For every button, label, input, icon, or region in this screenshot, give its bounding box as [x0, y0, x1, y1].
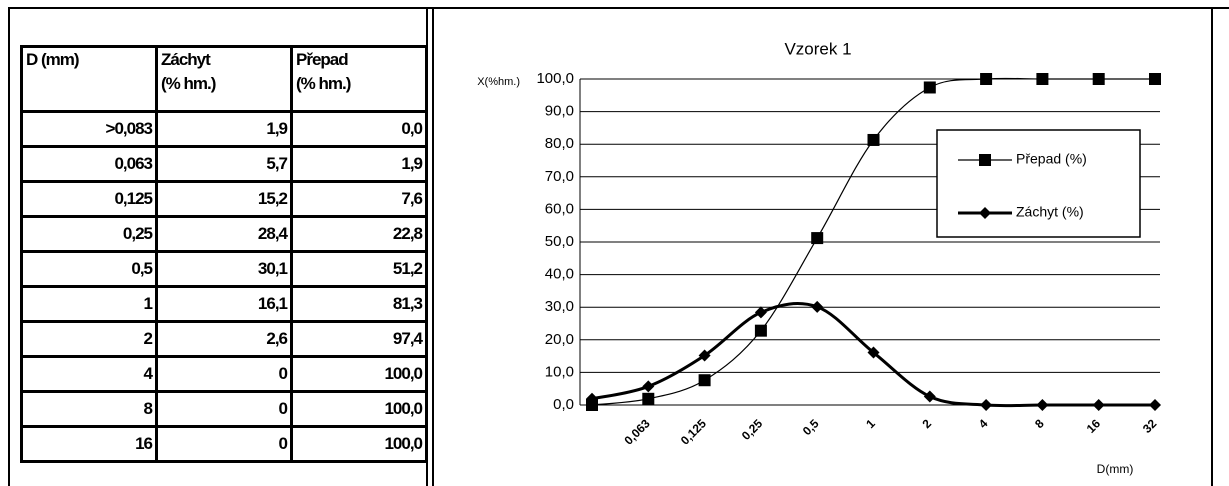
marker — [642, 380, 655, 393]
x-tick-label: 8 — [1032, 416, 1047, 431]
marker — [1036, 399, 1049, 411]
table-cell: 81,3 — [290, 285, 428, 323]
table-cell: 97,4 — [290, 320, 428, 358]
marker — [586, 399, 598, 411]
x-tick-label: 4 — [976, 416, 991, 431]
table-row: 0,5 30,1 51,2 — [20, 250, 428, 288]
marker — [1149, 73, 1161, 85]
legend-label: Záchyt (%) — [1016, 204, 1084, 220]
x-tick-label: 0,25 — [739, 416, 766, 443]
table-cell: 2 — [20, 320, 158, 358]
table-cell: 1,9 — [155, 110, 293, 148]
y-axis-label: X(%hm.) — [477, 76, 520, 88]
marker — [923, 81, 936, 94]
legend-label: Přepad (%) — [1016, 151, 1087, 167]
table-cell: 100,0 — [290, 425, 428, 463]
table-cell: 0,0 — [290, 110, 428, 148]
marker — [811, 300, 824, 313]
table-cell: 15,2 — [155, 180, 293, 218]
marker — [642, 392, 655, 405]
x-tick-label: 32 — [1140, 416, 1160, 436]
line — [591, 77, 1155, 406]
marker — [698, 374, 711, 387]
marker — [867, 346, 880, 359]
table-cell: 1,9 — [290, 145, 428, 183]
table-cell: 30,1 — [155, 250, 293, 288]
y-tick-label: 50,0 — [545, 233, 574, 250]
table-cell: 0 — [155, 355, 293, 393]
y-tick-label: 60,0 — [545, 200, 574, 217]
table-cell: >0,083 — [20, 110, 158, 148]
x-tick-label: 0,125 — [678, 416, 709, 447]
x-tick-label: 0,5 — [800, 416, 822, 438]
table-cell: 0,5 — [20, 250, 158, 288]
marker — [1036, 73, 1049, 85]
table-row: 1 16,1 81,3 — [20, 285, 428, 323]
table-row: 0,25 28,4 22,8 — [20, 215, 428, 253]
legend-marker — [979, 154, 991, 166]
marker — [754, 306, 767, 319]
y-tick-label: 20,0 — [545, 331, 574, 348]
table-cell: 100,0 — [290, 355, 428, 393]
table-row: >0,083 1,9 0,0 — [20, 110, 428, 148]
table-cell: 2,6 — [155, 320, 293, 358]
table-cell: 1 — [20, 285, 158, 323]
table-cell: 16,1 — [155, 285, 293, 323]
y-tick-label: 80,0 — [545, 135, 574, 152]
table-cell: 0 — [155, 390, 293, 428]
table-row: 0,063 5,7 1,9 — [20, 145, 428, 183]
table-row: D (mm) Záchyt (% hm.) Přepad (% hm.) — [20, 45, 428, 113]
x-axis-label: D(mm) — [1097, 462, 1134, 476]
chart-title: Vzorek 1 — [784, 39, 851, 58]
marker — [1149, 399, 1161, 411]
x-tick-label: 1 — [863, 416, 878, 431]
marker — [980, 399, 993, 411]
y-tick-label: 90,0 — [545, 103, 574, 120]
table-cell: 5,7 — [155, 145, 293, 183]
y-tick-label: 10,0 — [545, 363, 574, 380]
x-tick-label: 16 — [1084, 416, 1104, 436]
table-row: 16 0 100,0 — [20, 425, 428, 463]
table-cell: Přepad (% hm.) — [290, 45, 428, 113]
table-cell: 0,25 — [20, 215, 158, 253]
marker — [923, 390, 936, 403]
table-row: 2 2,6 97,4 — [20, 320, 428, 358]
table-cell: 8 — [20, 390, 158, 428]
y-tick-label: 70,0 — [545, 168, 574, 185]
table-row: 4 0 100,0 — [20, 355, 428, 393]
table-cell: 22,8 — [290, 215, 428, 253]
legend-box — [936, 129, 1141, 238]
y-tick-label: 40,0 — [545, 266, 574, 283]
table-cell: 0 — [155, 425, 293, 463]
table-cell: 28,4 — [155, 215, 293, 253]
table-row: 0,125 15,2 7,6 — [20, 180, 428, 218]
table-cell: 7,6 — [290, 180, 428, 218]
table-row: 8 0 100,0 — [20, 390, 428, 428]
table: D (mm) Záchyt (% hm.) Přepad (% hm.) >0,083… — [20, 45, 428, 463]
table-cell: 0,125 — [20, 180, 158, 218]
table-cell: 16 — [20, 425, 158, 463]
table-cell: 0,063 — [20, 145, 158, 183]
y-tick-label: 30,0 — [545, 298, 574, 315]
y-tick-label: 100,0 — [536, 70, 574, 87]
x-tick-label: 0,063 — [622, 416, 653, 447]
marker — [867, 133, 880, 146]
table-cell: Záchyt (% hm.) — [155, 45, 293, 113]
marker — [754, 324, 767, 337]
marker — [1092, 73, 1105, 85]
table-cell: 51,2 — [290, 250, 428, 288]
marker — [586, 392, 598, 405]
x-tick-label: 2 — [920, 416, 935, 431]
marker — [980, 73, 993, 85]
table-cell: D (mm) — [20, 45, 158, 113]
marker — [698, 349, 711, 362]
table-cell: 100,0 — [290, 390, 428, 428]
legend-marker — [979, 207, 991, 219]
table-cell: 4 — [20, 355, 158, 393]
marker — [1092, 399, 1105, 411]
y-tick-label: 0,0 — [553, 396, 574, 413]
marker — [811, 232, 824, 245]
